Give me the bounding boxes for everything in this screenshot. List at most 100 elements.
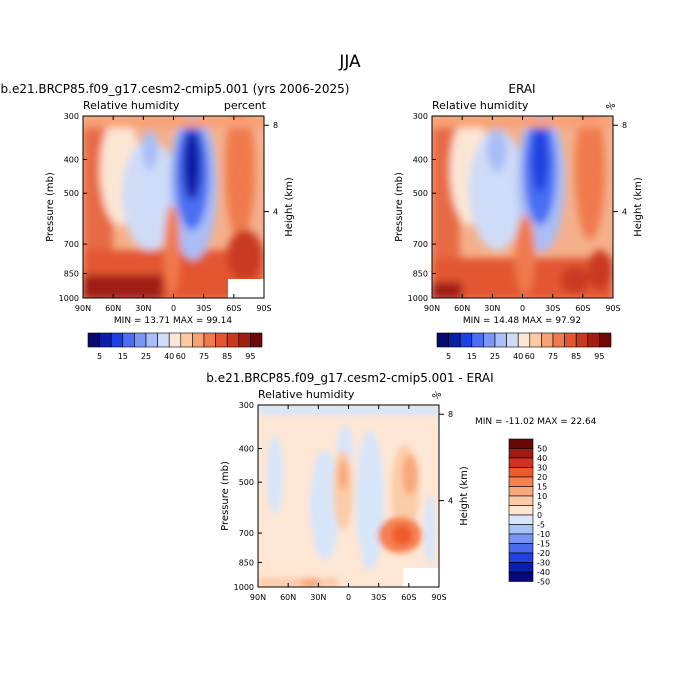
y-tick-label: 500 (413, 189, 428, 198)
colorbar-swatch (508, 486, 534, 497)
colorbar-swatch (226, 332, 240, 348)
y2-axis-label: Height (km) (633, 177, 644, 237)
x-tick-label: 90N (250, 593, 266, 602)
y-tick-label: 850 (239, 558, 254, 567)
x-tick-label: 60S (226, 304, 241, 313)
colorbar-label: -15 (537, 540, 550, 549)
y2-axis-label: Height (km) (459, 466, 470, 526)
colorbar-label: 40 (164, 352, 174, 361)
colorbar-swatch (203, 332, 216, 348)
y2-tick-label: 4 (448, 497, 453, 506)
y2-tick-label: 8 (622, 121, 627, 130)
y-tick-label: 850 (64, 269, 79, 278)
colorbar-swatch (436, 332, 449, 348)
colorbar-swatch (87, 332, 100, 348)
colorbar-label: 40 (537, 454, 547, 463)
colorbar-label: 30 (537, 464, 547, 473)
colorbar-swatch (508, 448, 534, 459)
colorbar-swatch (508, 438, 534, 449)
panel-obs-stats: MIN = 14.48 MAX = 97.92 (463, 316, 581, 326)
x-tick-label: 30S (371, 593, 386, 602)
colorbar-label: -10 (537, 530, 550, 539)
panel-obs-units: % (605, 100, 618, 113)
x-tick-label: 90S (605, 304, 620, 313)
panel-difference-field (258, 405, 439, 587)
panel-model: b.e21.BRCP85.f09_g17.cesm2-cmip5.001 (yr… (1, 82, 350, 361)
panel-obs: ERAI Relative humidity % (394, 82, 644, 361)
colorbar-swatch (575, 332, 589, 348)
colorbar-swatch (168, 332, 182, 348)
panel-difference-units: % (431, 389, 444, 402)
colorbar-label: 95 (594, 352, 604, 361)
panel-model-field (83, 116, 264, 298)
panel-obs-variable: Relative humidity (432, 99, 529, 112)
page-title: JJA (339, 52, 361, 72)
panel-obs-field (432, 116, 613, 298)
y-tick-label: 500 (64, 189, 79, 198)
x-tick-label: 90N (424, 304, 440, 313)
colorbar-swatch (508, 562, 534, 573)
x-tick-label: 0 (171, 304, 176, 313)
x-tick-label: 90S (431, 593, 446, 602)
colorbar-label: -20 (537, 549, 550, 558)
colorbar-swatch (122, 332, 135, 348)
colorbar-swatch (508, 505, 534, 516)
x-tick-label: 30S (545, 304, 560, 313)
colorbar-swatch (529, 332, 542, 348)
colorbar-swatch (459, 332, 473, 348)
y-tick-label: 300 (239, 401, 254, 410)
colorbar-label: 40 (513, 352, 523, 361)
colorbar-label: 15 (537, 483, 547, 492)
colorbar-swatch (157, 332, 170, 348)
colorbar-label: 85 (222, 352, 232, 361)
y-tick-label: 400 (64, 155, 79, 164)
colorbar-swatch (134, 332, 147, 348)
colorbar-swatch (483, 332, 496, 348)
colorbar-label: 75 (548, 352, 558, 361)
colorbar-swatch (564, 332, 577, 348)
panel-obs-title: ERAI (508, 82, 535, 96)
colorbar-swatch (508, 514, 534, 525)
y-tick-label: 400 (239, 444, 254, 453)
colorbar-label: 95 (245, 352, 255, 361)
colorbar-label: -30 (537, 559, 550, 568)
y2-tick-label: 4 (273, 208, 278, 217)
y-axis-label: Pressure (mb) (394, 172, 405, 242)
colorbar-label: -50 (537, 578, 550, 587)
colorbar-swatch (517, 332, 531, 348)
y-tick-label: 1000 (59, 294, 79, 303)
colorbar-swatch (471, 332, 484, 348)
colorbar-label: 50 (537, 445, 547, 454)
colorbar-swatch (541, 332, 554, 348)
colorbar-swatch (506, 332, 519, 348)
colorbar-swatch (508, 476, 534, 487)
colorbar-label: 5 (446, 352, 451, 361)
y-tick-label: 400 (413, 155, 428, 164)
colorbar-swatch (599, 332, 612, 348)
colorbar-label: 60 (525, 352, 535, 361)
y-tick-label: 850 (413, 269, 428, 278)
colorbar-swatch (508, 457, 534, 468)
panel-model-units: percent (224, 99, 267, 112)
colorbar-swatch (494, 332, 507, 348)
panel-difference-stats: MIN = -11.02 MAX = 22.64 (475, 417, 597, 427)
y-tick-label: 300 (64, 112, 79, 121)
x-tick-label: 60S (401, 593, 416, 602)
colorbar-swatch (508, 543, 534, 554)
colorbar-label: 60 (176, 352, 186, 361)
x-tick-label: 30N (310, 593, 326, 602)
y-tick-label: 500 (239, 478, 254, 487)
colorbar-swatch (448, 332, 461, 348)
x-tick-label: 60N (454, 304, 470, 313)
x-tick-label: 30N (484, 304, 500, 313)
colorbar-swatch (508, 533, 534, 544)
panel-model-title: b.e21.BRCP85.f09_g17.cesm2-cmip5.001 (yr… (1, 82, 350, 96)
y-tick-label: 700 (64, 240, 79, 249)
colorbar-label: 5 (537, 502, 542, 511)
colorbar-label: 25 (141, 352, 151, 361)
colorbar-label: -5 (537, 521, 545, 530)
colorbar-swatch (508, 552, 534, 563)
x-tick-label: 60N (105, 304, 121, 313)
colorbar-swatch (145, 332, 158, 348)
y2-tick-label: 8 (448, 410, 453, 419)
